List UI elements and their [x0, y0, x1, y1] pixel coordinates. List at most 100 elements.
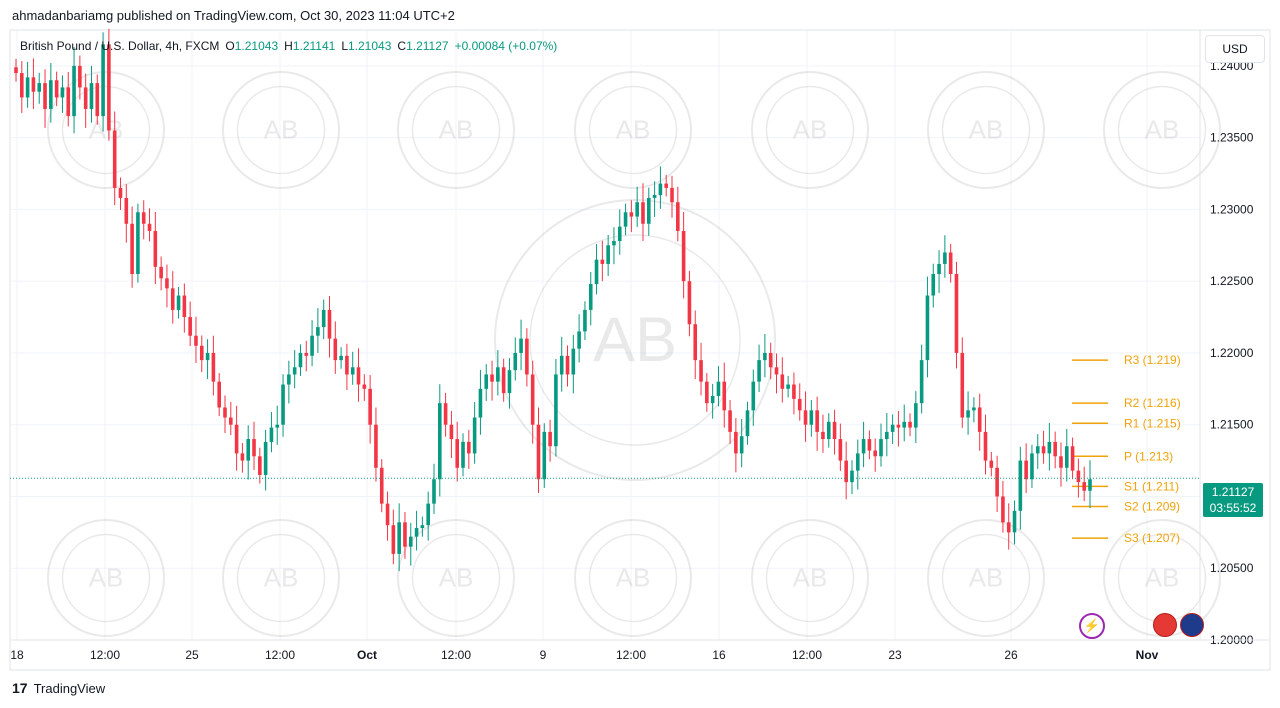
candle-body [501, 367, 506, 394]
x-tick-label: 23 [888, 648, 902, 662]
candle-body [948, 252, 953, 274]
candle-body [722, 381, 727, 411]
x-tick-label: 12:00 [441, 648, 471, 662]
candle-body [1030, 453, 1034, 480]
currency-button[interactable]: USD [1205, 35, 1265, 63]
candle-body [281, 384, 285, 425]
last-price-label: 1.21127 [1212, 485, 1255, 499]
candle-body [588, 284, 593, 310]
candle-body [513, 352, 518, 371]
x-tick-label: Nov [1136, 648, 1159, 662]
candle-body [118, 187, 123, 198]
watermark-monogram: AB [264, 563, 299, 593]
candle-body [536, 424, 541, 480]
candle-body [943, 252, 947, 264]
candle-body [995, 467, 999, 497]
candle-body [885, 431, 889, 440]
watermark-monogram: AB [593, 305, 677, 375]
candles [10, 28, 1200, 572]
flag-us-icon[interactable] [1153, 613, 1177, 637]
candle-body [298, 352, 303, 368]
candle-body [403, 522, 407, 547]
last-price-badge: 1.21127 03:55:52 [1203, 483, 1263, 517]
candle-body [316, 327, 320, 336]
candle-body [896, 424, 901, 428]
candle-body [606, 245, 610, 264]
candle-body [1024, 460, 1028, 480]
candle-body [205, 352, 210, 361]
candle-body [693, 324, 698, 361]
close-value: 1.21127 [406, 39, 449, 53]
candle-body [635, 202, 639, 217]
candle-body [246, 439, 251, 461]
candle-body [890, 424, 895, 432]
candle-body [496, 367, 500, 382]
candle-body [681, 230, 686, 282]
candle-body [652, 195, 657, 198]
candle-body [426, 503, 430, 526]
candle-body [623, 212, 628, 227]
candle-body [391, 525, 396, 554]
candle-body [710, 396, 715, 404]
candle-body [716, 381, 721, 396]
footer-brand[interactable]: 17 TradingView [12, 680, 105, 696]
candle-body [199, 345, 204, 361]
candle-body [66, 87, 71, 117]
candle-body [699, 360, 703, 382]
candle-body [867, 439, 872, 451]
candle-body [966, 410, 970, 418]
candle-body [902, 421, 907, 428]
lightning-icon[interactable]: ⚡ [1079, 613, 1105, 639]
pivot-label: R2 (1.216) [1124, 396, 1181, 410]
candle-body [356, 367, 361, 385]
watermark-monogram: AB [616, 115, 651, 145]
candle-body [600, 259, 605, 264]
chart-frame [9, 29, 1271, 671]
candle-body [443, 403, 448, 425]
candle-body [838, 439, 843, 461]
candle-body [14, 67, 18, 74]
candle-body [1047, 441, 1052, 454]
candle-body [170, 288, 175, 310]
y-tick-label: 1.22500 [1210, 274, 1254, 288]
candle-body [925, 295, 930, 361]
candle-body [670, 187, 674, 203]
candle-body [821, 431, 825, 440]
candle-body [107, 44, 111, 131]
change-value: +0.00084 (+0.07%) [454, 39, 558, 53]
candle-body [780, 374, 785, 389]
candle-body [25, 77, 30, 98]
watermark-monogram: AB [1145, 563, 1180, 593]
pivot-label: R1 (1.215) [1124, 416, 1181, 430]
candle-body [850, 470, 854, 483]
candle-body [629, 212, 634, 217]
candle-body [455, 439, 460, 468]
watermark-monogram: AB [439, 563, 474, 593]
candle-body [269, 427, 274, 442]
flag-uk-icon[interactable] [1180, 613, 1204, 637]
candle-body [989, 460, 994, 468]
candle-body [612, 240, 616, 246]
candle-body [960, 352, 965, 418]
x-tick-label: 12:00 [616, 648, 646, 662]
watermark-seal: AB [494, 199, 776, 481]
candle-body [855, 453, 860, 471]
candle-body [287, 374, 291, 385]
candle-body [263, 441, 268, 475]
watermark-monogram: AB [969, 563, 1004, 593]
candle-body [31, 77, 36, 92]
candle-body [461, 441, 465, 468]
candle-body [1041, 446, 1046, 454]
candle-body [449, 424, 454, 440]
watermark-seal: AB [397, 71, 515, 189]
candle-body [687, 281, 692, 325]
candle-body [554, 374, 558, 447]
pivot-label: R3 (1.219) [1124, 353, 1181, 367]
time-axis[interactable]: 18 12:00 25 12:00 Oct 12:00 9 12:00 16 12:00 23 26 N… [10, 648, 1158, 662]
candle-body [1076, 470, 1081, 483]
symbol-title[interactable]: British Pound / U.S. Dollar, 4h, FXCM [20, 39, 220, 53]
candle-body [594, 259, 599, 285]
candle-body [408, 536, 413, 547]
candle-body [490, 374, 494, 382]
